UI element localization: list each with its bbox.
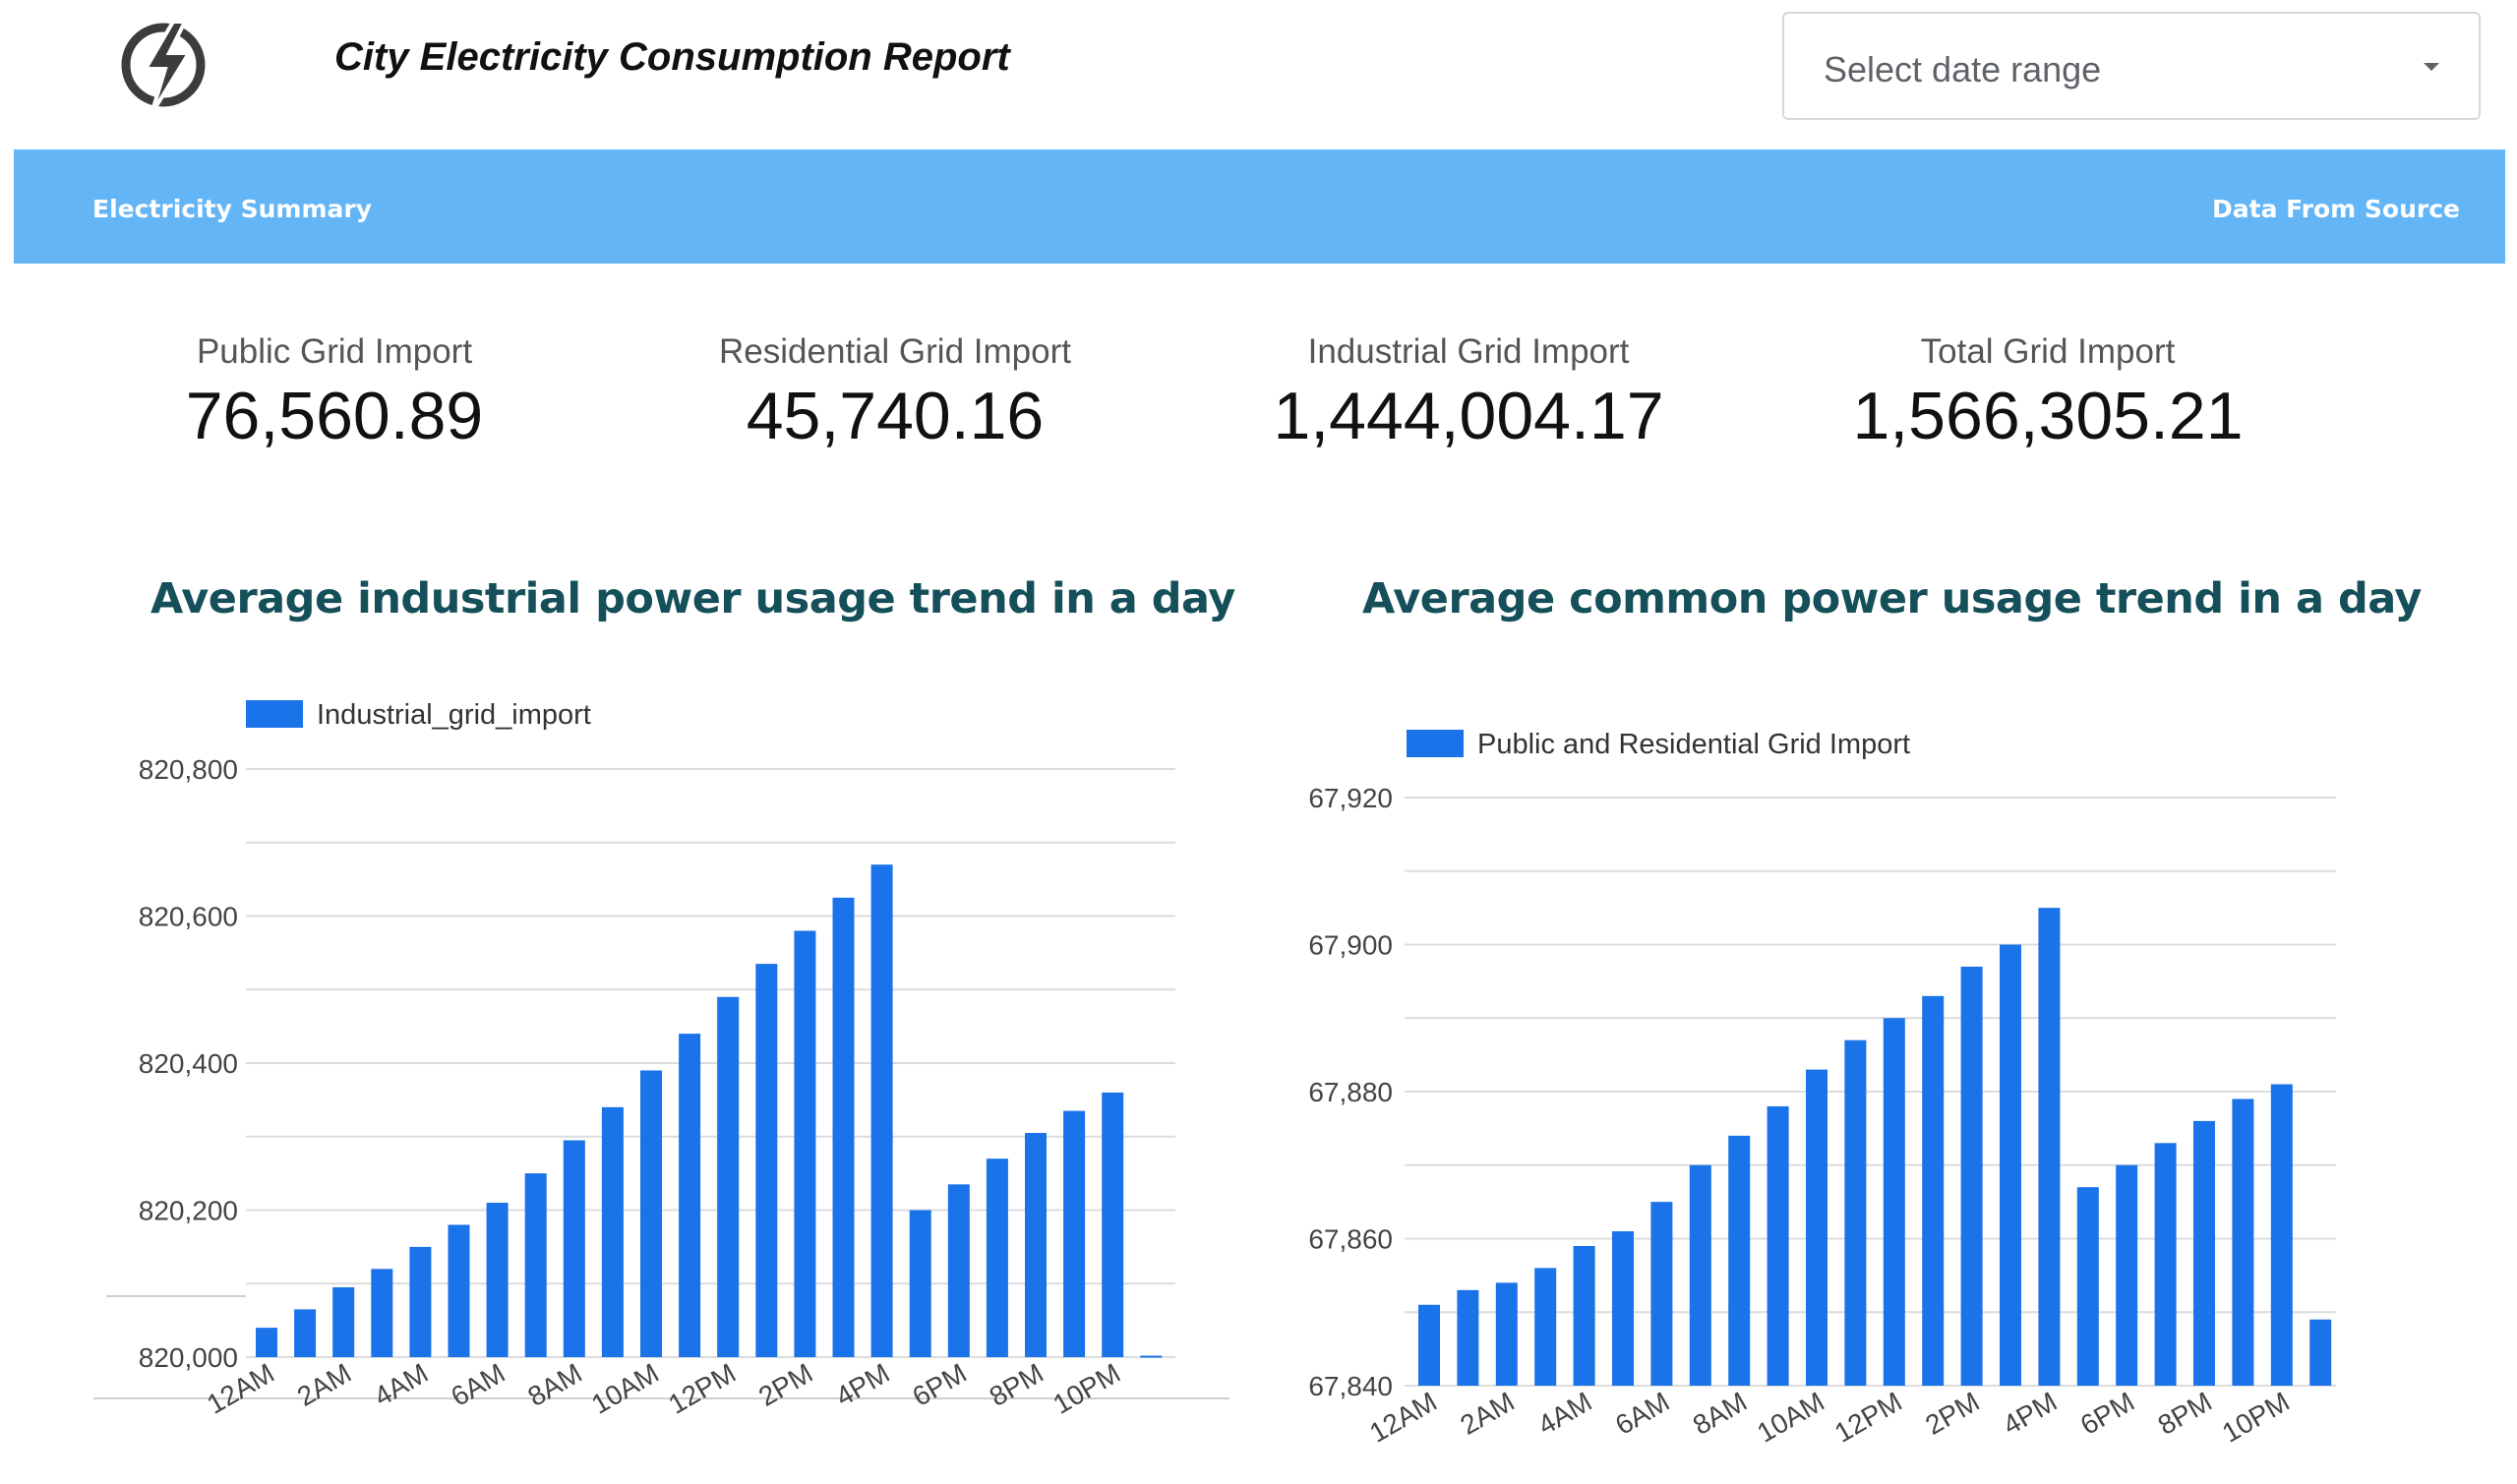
bar bbox=[870, 864, 893, 1357]
bar bbox=[256, 1328, 277, 1357]
bar bbox=[601, 1106, 624, 1357]
report-header: City Electricity Consumption Report Sele… bbox=[0, 0, 2517, 148]
bar bbox=[524, 1173, 547, 1357]
bar bbox=[294, 1309, 317, 1357]
bar bbox=[794, 930, 816, 1357]
bar bbox=[448, 1224, 470, 1357]
bar bbox=[332, 1286, 355, 1357]
x-tick-label: 10PM bbox=[1048, 1357, 1125, 1419]
nav-electricity-summary[interactable]: Electricity Summary bbox=[92, 195, 373, 223]
bar bbox=[371, 1269, 393, 1357]
date-range-select[interactable]: Select date range bbox=[1782, 12, 2481, 120]
x-tick-label: 6PM bbox=[907, 1357, 971, 1412]
x-tick-label: 12PM bbox=[663, 1357, 741, 1419]
legend-swatch bbox=[246, 700, 303, 728]
kpi-residential-grid-import: Residential Grid Import 45,740.16 bbox=[639, 332, 1151, 454]
nav-data-from-source[interactable]: Data From Source bbox=[2212, 195, 2460, 223]
bar bbox=[947, 1184, 970, 1357]
bar bbox=[1025, 1133, 1047, 1357]
kpi-label: Public Grid Import bbox=[196, 332, 473, 371]
y-tick-label: 820,600 bbox=[139, 902, 238, 932]
x-tick-label: 4AM bbox=[369, 1357, 433, 1412]
y-tick-label: 820,400 bbox=[139, 1048, 238, 1079]
kpi-value: 1,444,004.17 bbox=[1273, 379, 1664, 453]
kpi-industrial-grid-import: Industrial Grid Import 1,444,004.17 bbox=[1213, 332, 1724, 454]
x-tick-label: 8PM bbox=[985, 1357, 1049, 1412]
nav-bar: Electricity Summary Data From Source bbox=[14, 149, 2505, 264]
bar bbox=[563, 1140, 585, 1357]
kpi-public-grid-import: Public Grid Import 76,560.89 bbox=[79, 332, 590, 454]
date-range-placeholder: Select date range bbox=[1824, 49, 2102, 89]
bar bbox=[679, 1034, 701, 1357]
bar bbox=[1102, 1092, 1124, 1357]
common-chart-title: Average common power usage trend in a da… bbox=[1362, 574, 2422, 623]
kpi-value: 1,566,305.21 bbox=[1852, 379, 2244, 453]
x-tick-label: 2PM bbox=[753, 1357, 817, 1412]
industrial-chart-title: Average industrial power usage trend in … bbox=[150, 574, 1235, 623]
kpi-label: Industrial Grid Import bbox=[1307, 332, 1630, 371]
legend-label: Industrial_grid_import bbox=[317, 699, 591, 731]
y-tick-label: 820,000 bbox=[139, 1342, 238, 1373]
x-tick-label: 6AM bbox=[446, 1357, 509, 1412]
bar bbox=[986, 1158, 1008, 1357]
report-title: City Electricity Consumption Report bbox=[334, 35, 1010, 79]
y-tick-label: 820,800 bbox=[139, 754, 238, 785]
x-tick-label: 2AM bbox=[292, 1357, 356, 1412]
kpi-value: 76,560.89 bbox=[185, 379, 484, 453]
bar bbox=[832, 897, 855, 1357]
kpi-label: Total Grid Import bbox=[1920, 332, 2176, 371]
x-tick-label: 10AM bbox=[586, 1357, 664, 1419]
bar bbox=[486, 1203, 509, 1357]
bar bbox=[717, 996, 740, 1357]
x-tick-label: 4PM bbox=[830, 1357, 894, 1412]
bar bbox=[1063, 1110, 1086, 1357]
bar bbox=[409, 1246, 432, 1357]
bar bbox=[1140, 1355, 1163, 1358]
lightning-logo-icon bbox=[116, 8, 214, 116]
bar bbox=[640, 1070, 662, 1357]
bar bbox=[755, 964, 778, 1357]
y-tick-label: 820,200 bbox=[139, 1196, 238, 1226]
x-tick-label: 8AM bbox=[522, 1357, 586, 1412]
bar bbox=[909, 1210, 931, 1357]
kpi-value: 45,740.16 bbox=[746, 379, 1045, 453]
chevron-down-icon bbox=[2424, 63, 2439, 71]
kpi-total-grid-import: Total Grid Import 1,566,305.21 bbox=[1792, 332, 2304, 454]
kpi-label: Residential Grid Import bbox=[719, 332, 1071, 371]
